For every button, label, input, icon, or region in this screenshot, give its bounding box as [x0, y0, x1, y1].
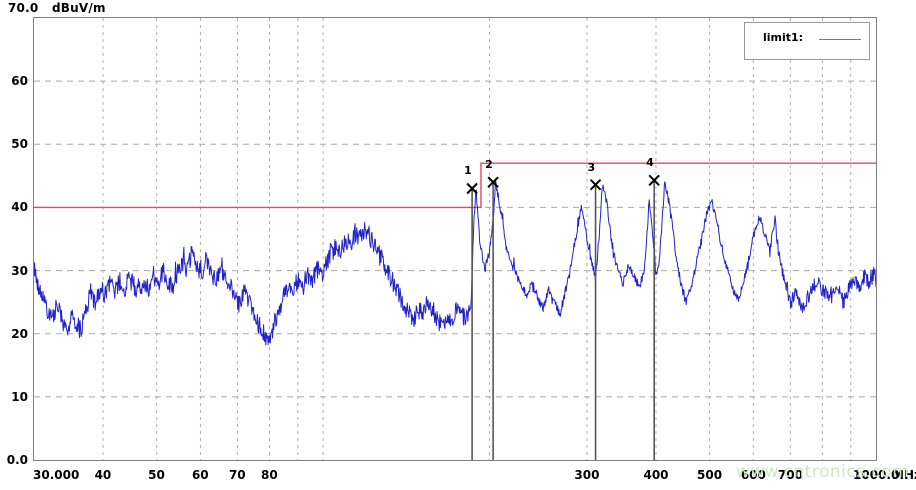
y-tick-0-0: 0.0: [6, 453, 28, 467]
y-tick-40: 40: [11, 200, 28, 215]
legend-label-limit1: limit1:: [763, 31, 804, 44]
y-tick-30: 30: [11, 263, 28, 278]
x-tick-600: 600: [740, 468, 766, 482]
plot-area: [33, 17, 877, 461]
x-tick-60: 60: [191, 468, 209, 482]
legend-box: limit1:: [744, 22, 870, 60]
marker-label-2: 2: [485, 158, 493, 172]
x-tick-70: 70: [228, 468, 246, 482]
x-tick-30-000: 30.000: [33, 468, 80, 482]
x-axis-unit-label: MHz: [892, 468, 916, 482]
y-tick-10: 10: [11, 389, 28, 404]
y-axis-unit-label: dBuV/m: [52, 1, 106, 15]
x-tick-80: 80: [261, 468, 278, 482]
y-tick-60: 60: [11, 74, 28, 89]
marker-label-4: 4: [646, 156, 654, 170]
x-tick-300: 300: [574, 468, 600, 482]
x-tick-500: 500: [697, 468, 723, 482]
marker-label-1: 1: [464, 164, 472, 178]
x-tick-400: 400: [643, 468, 669, 482]
plot-svg: [34, 18, 876, 460]
x-tick-50: 50: [148, 468, 165, 482]
marker-label-3: 3: [587, 160, 596, 174]
watermark: www.cntronics.com: [736, 462, 910, 482]
y-axis-top-label: 70.0: [8, 1, 39, 15]
x-tick-700: 700: [777, 468, 803, 482]
y-tick-50: 50: [11, 137, 28, 152]
x-tick-40: 40: [94, 468, 112, 482]
legend-line-sample: [819, 39, 861, 40]
x-tick-1000-0: 1000.0: [853, 468, 900, 482]
y-tick-20: 20: [11, 326, 28, 341]
